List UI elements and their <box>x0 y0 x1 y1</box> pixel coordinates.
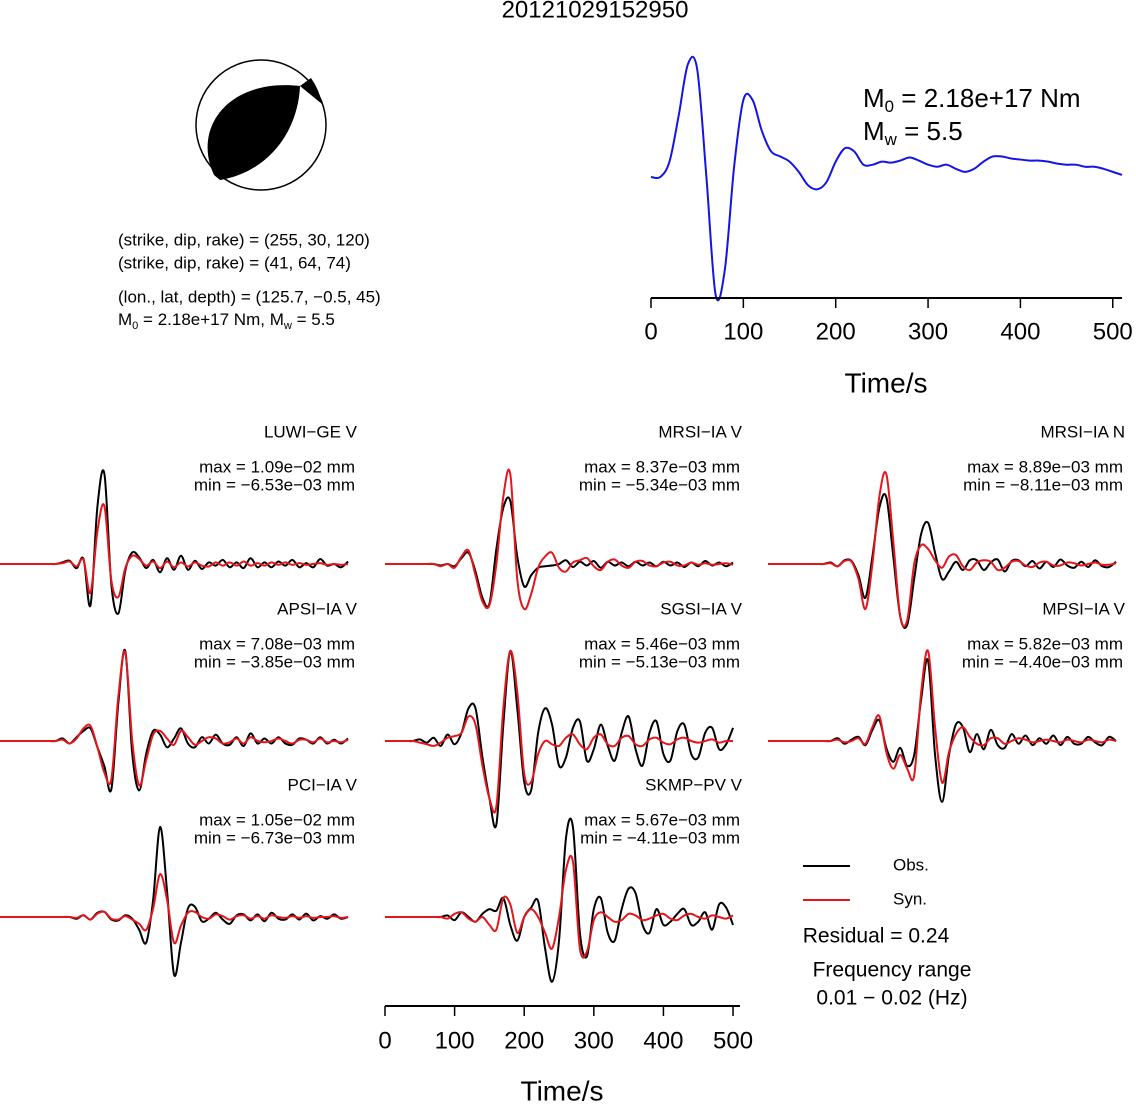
x-tick-label: 500 <box>713 1027 753 1054</box>
synthetic-trace <box>0 503 349 599</box>
text: = 2.18e+17 Nm, <box>138 310 269 329</box>
symbol: M <box>270 310 284 329</box>
x-tick-label: 0 <box>378 1027 391 1054</box>
max-label: max = 5.82e−03 mm <box>967 634 1123 653</box>
synthetic-trace <box>385 855 734 959</box>
legend-label: Obs. <box>893 855 929 874</box>
synthetic-trace <box>768 649 1117 784</box>
min-label: min = −5.34e−03 mm <box>579 475 740 494</box>
x-tick-label: 200 <box>504 1027 544 1054</box>
min-label: min = −4.11e−03 mm <box>580 828 740 847</box>
synthetic-trace <box>767 471 1117 628</box>
max-label: max = 1.09e−02 mm <box>199 457 355 476</box>
max-label: max = 5.67e−03 mm <box>584 810 740 829</box>
observed-trace <box>0 825 349 977</box>
max-label: max = 1.05e−02 mm <box>199 810 355 829</box>
station-label: PCI−IA V <box>288 775 358 794</box>
station-label: APSI−IA V <box>277 599 358 618</box>
x-tick-label: 400 <box>1000 318 1040 345</box>
x-tick-label: 400 <box>643 1027 683 1054</box>
annotation: Mw = 5.5 <box>863 116 963 149</box>
x-tick-label: 100 <box>435 1027 475 1054</box>
station-label: LUWI−GE V <box>264 422 358 441</box>
subscript: 0 <box>885 97 894 116</box>
legend-label: Syn. <box>893 889 927 908</box>
max-label: max = 7.08e−03 mm <box>199 634 355 653</box>
min-label: min = −6.73e−03 mm <box>194 828 355 847</box>
synthetic-trace <box>0 873 349 945</box>
text: = 5.5 <box>897 116 963 146</box>
synthetic-trace <box>384 468 734 611</box>
figure-title: 20121029152950 <box>502 0 689 23</box>
x-tick-label: 200 <box>816 318 856 345</box>
observed-trace <box>384 496 734 608</box>
max-label: max = 8.89e−03 mm <box>967 457 1123 476</box>
nodal-plane: (strike, dip, rake) = (255, 30, 120) <box>118 230 370 249</box>
symbol: M <box>863 116 885 146</box>
x-tick-label: 0 <box>644 318 657 345</box>
stf-line <box>650 55 1123 302</box>
text: = 5.5 <box>292 310 335 329</box>
location: (lon., lat, depth) = (125.7, −0.5, 45) <box>118 287 381 306</box>
beachball-compression <box>207 85 300 180</box>
min-label: min = −5.13e−03 mm <box>579 652 740 671</box>
subscript: w <box>283 320 292 332</box>
subscript: 0 <box>132 320 138 332</box>
min-label: min = −3.85e−03 mm <box>194 652 355 671</box>
station-label: MRSI−IA N <box>1040 422 1125 441</box>
symbol: M <box>118 310 132 329</box>
max-label: max = 5.46e−03 mm <box>584 634 740 653</box>
frequency-range: 0.01 − 0.02 (Hz) <box>816 987 967 1010</box>
station-label: MPSI−IA V <box>1042 599 1125 618</box>
max-label: max = 8.37e−03 mm <box>584 457 740 476</box>
x-tick-label: 100 <box>723 318 763 345</box>
observed-trace <box>385 817 734 983</box>
synthetic-trace <box>385 649 734 814</box>
x-axis-title: Time/s <box>521 1075 604 1106</box>
min-label: min = −6.53e−03 mm <box>194 475 355 494</box>
x-tick-label: 300 <box>908 318 948 345</box>
subscript: w <box>884 130 898 149</box>
min-label: min = −4.40e−03 mm <box>962 652 1123 671</box>
annotation: M0 = 2.18e+17 Nm <box>863 83 1081 116</box>
beachball-compression <box>300 78 322 104</box>
beachball <box>195 59 327 191</box>
station-label: SGSI−IA V <box>660 599 742 618</box>
frequency-range: Frequency range <box>813 959 972 982</box>
symbol: M <box>863 83 885 113</box>
synthetic-trace <box>0 650 349 787</box>
text: = 2.18e+17 Nm <box>894 83 1080 113</box>
observed-trace <box>385 649 734 829</box>
station-label: MRSI−IA V <box>658 422 742 441</box>
x-axis-title: Time/s <box>845 367 928 398</box>
station-label: SKMP−PV V <box>645 775 743 794</box>
nodal-plane: (strike, dip, rake) = (41, 64, 74) <box>118 253 351 272</box>
x-tick-label: 300 <box>574 1027 614 1054</box>
x-tick-label: 500 <box>1093 318 1133 345</box>
min-label: min = −8.11e−03 mm <box>963 475 1123 494</box>
moment: M0 = 2.18e+17 Nm, Mw = 5.5 <box>118 310 335 332</box>
residual: Residual = 0.24 <box>803 925 950 948</box>
